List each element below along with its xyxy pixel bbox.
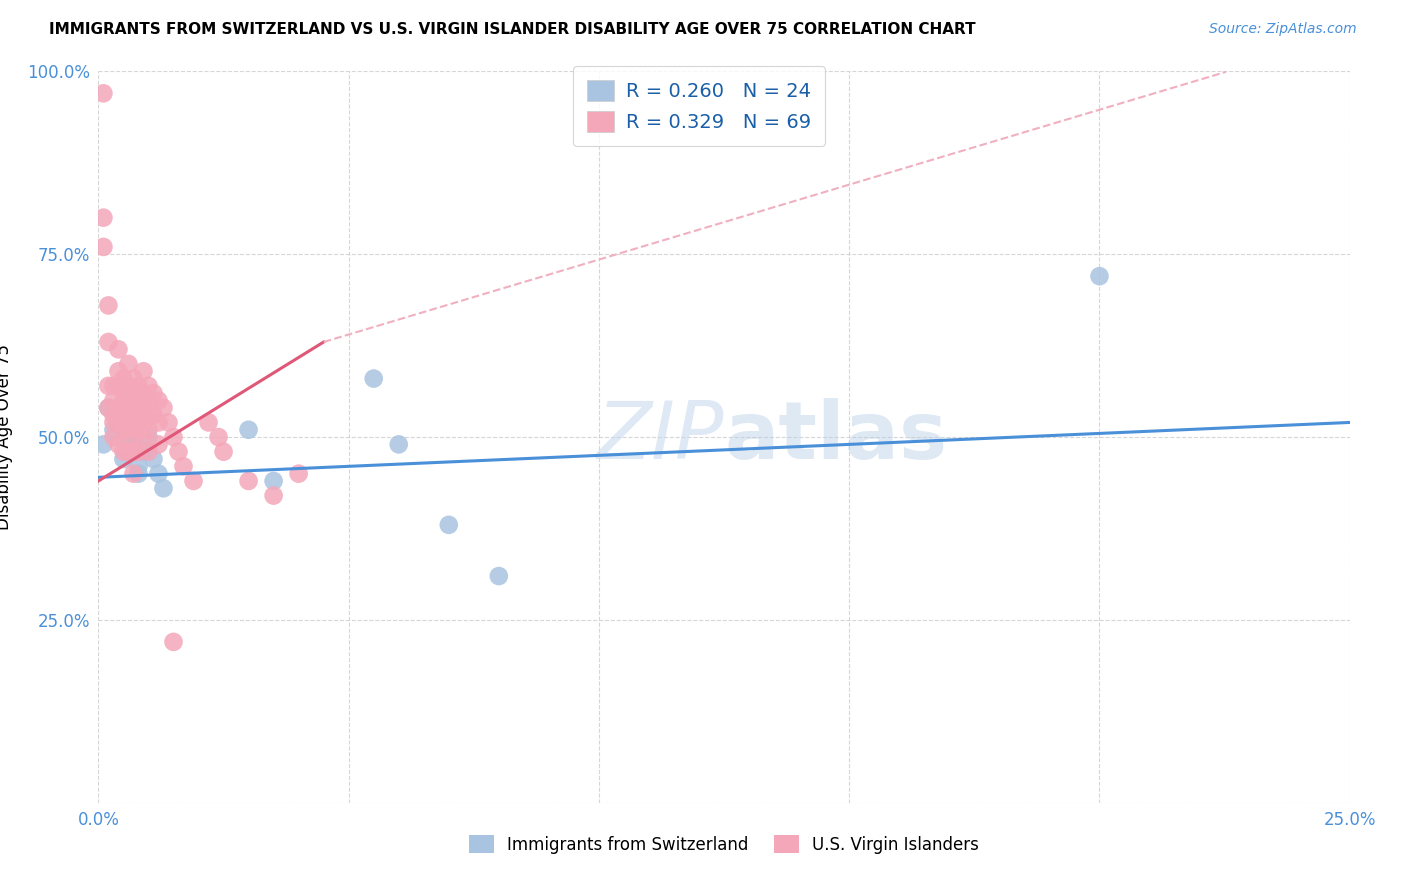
Point xyxy=(152,401,174,415)
Point xyxy=(107,437,129,451)
Point xyxy=(138,423,160,437)
Point xyxy=(103,430,125,444)
Point xyxy=(132,416,155,430)
Point xyxy=(117,430,139,444)
Text: IMMIGRANTS FROM SWITZERLAND VS U.S. VIRGIN ISLANDER DISABILITY AGE OVER 75 CORRE: IMMIGRANTS FROM SWITZERLAND VS U.S. VIRG… xyxy=(49,22,976,37)
Point xyxy=(117,444,139,458)
Point xyxy=(112,444,135,458)
Point xyxy=(112,408,135,422)
Point xyxy=(107,343,129,357)
Legend: Immigrants from Switzerland, U.S. Virgin Islanders: Immigrants from Switzerland, U.S. Virgin… xyxy=(463,829,986,860)
Point xyxy=(112,423,135,437)
Point xyxy=(122,423,145,437)
Point xyxy=(388,437,411,451)
Point xyxy=(263,489,285,503)
Point xyxy=(122,371,145,385)
Point xyxy=(162,430,184,444)
Point xyxy=(167,444,190,458)
Point xyxy=(142,386,165,401)
Point xyxy=(117,357,139,371)
Point xyxy=(263,474,285,488)
Point xyxy=(117,408,139,422)
Point xyxy=(162,635,184,649)
Point xyxy=(97,298,120,312)
Point xyxy=(103,393,125,408)
Point xyxy=(1088,269,1111,284)
Point xyxy=(122,444,145,458)
Point xyxy=(107,379,129,393)
Text: ZIP: ZIP xyxy=(596,398,724,476)
Point xyxy=(132,364,155,378)
Point xyxy=(138,408,160,422)
Point xyxy=(197,416,219,430)
Point xyxy=(122,416,145,430)
Point xyxy=(287,467,309,481)
Point xyxy=(93,437,115,451)
Point xyxy=(207,430,229,444)
Point xyxy=(117,393,139,408)
Point xyxy=(173,459,195,474)
Point xyxy=(97,379,120,393)
Point xyxy=(93,211,115,225)
Point xyxy=(117,444,139,458)
Point xyxy=(103,408,125,422)
Point xyxy=(138,444,160,458)
Point xyxy=(437,517,460,532)
Point xyxy=(107,364,129,378)
Point xyxy=(127,379,149,393)
Point xyxy=(488,569,510,583)
Point xyxy=(97,401,120,415)
Point xyxy=(122,437,145,451)
Point xyxy=(148,437,170,451)
Point xyxy=(238,474,260,488)
Point xyxy=(107,401,129,415)
Point xyxy=(142,408,165,422)
Point xyxy=(127,408,149,422)
Point xyxy=(97,401,120,415)
Point xyxy=(122,430,145,444)
Point xyxy=(117,423,139,437)
Point xyxy=(132,386,155,401)
Point xyxy=(112,416,135,430)
Point xyxy=(142,452,165,467)
Point xyxy=(132,401,155,415)
Text: atlas: atlas xyxy=(724,398,948,476)
Point xyxy=(103,423,125,437)
Point xyxy=(138,430,160,444)
Point xyxy=(212,444,235,458)
Point xyxy=(132,430,155,444)
Point xyxy=(138,379,160,393)
Point xyxy=(183,474,205,488)
Point xyxy=(112,371,135,385)
Point xyxy=(103,379,125,393)
Text: Source: ZipAtlas.com: Source: ZipAtlas.com xyxy=(1209,22,1357,37)
Point xyxy=(152,481,174,495)
Y-axis label: Disability Age Over 75: Disability Age Over 75 xyxy=(0,344,13,530)
Point xyxy=(138,393,160,408)
Point xyxy=(127,467,149,481)
Point xyxy=(238,423,260,437)
Point xyxy=(97,334,120,349)
Point xyxy=(127,444,149,458)
Point xyxy=(127,459,149,474)
Point xyxy=(132,444,155,458)
Point xyxy=(122,401,145,415)
Point xyxy=(157,416,180,430)
Point xyxy=(148,467,170,481)
Point xyxy=(127,423,149,437)
Point xyxy=(103,416,125,430)
Point xyxy=(127,393,149,408)
Point xyxy=(93,87,115,101)
Point xyxy=(107,416,129,430)
Point xyxy=(148,393,170,408)
Point xyxy=(363,371,385,385)
Point xyxy=(122,386,145,401)
Point xyxy=(122,467,145,481)
Point xyxy=(148,416,170,430)
Point xyxy=(112,452,135,467)
Point xyxy=(117,379,139,393)
Point xyxy=(93,240,115,254)
Point xyxy=(107,408,129,422)
Point xyxy=(112,393,135,408)
